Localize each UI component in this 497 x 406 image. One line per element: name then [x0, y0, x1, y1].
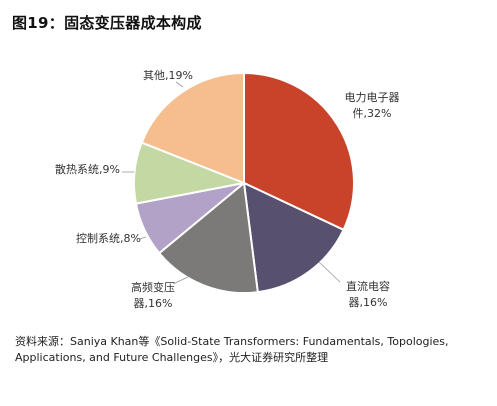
pie-slices — [133, 71, 355, 294]
leader-line — [175, 81, 184, 88]
source-note: 资料来源：Saniya Khan等《Solid-State Transforme… — [15, 335, 449, 364]
slice-label: 其他,19% — [143, 69, 193, 82]
pie-chart: 电力电子器件,32% 直流电容器,16% 高频变压器,16% 控制系统,8% 散热系统,… — [55, 69, 400, 310]
figure-title: 图19：固态变压器成本构成 — [12, 14, 202, 32]
slice-label: 控制系统,8% — [76, 231, 141, 245]
slice-label: 直流电容器,16% — [346, 279, 390, 309]
leader-line — [172, 276, 189, 285]
pie-slice — [157, 181, 259, 294]
slice-label: 高频变压器,16% — [131, 280, 175, 310]
leader-line — [139, 236, 147, 240]
pie-slice — [243, 71, 355, 232]
slice-label: 电力电子器件,32% — [345, 91, 400, 120]
pie-slice — [242, 181, 345, 294]
pie-slice — [140, 71, 245, 185]
slice-label: 散热系统,9% — [55, 162, 120, 176]
leader-lines — [122, 81, 341, 285]
leader-line — [318, 261, 341, 283]
slice-labels: 电力电子器件,32% 直流电容器,16% 高频变压器,16% 控制系统,8% 散热系统,… — [55, 69, 400, 310]
